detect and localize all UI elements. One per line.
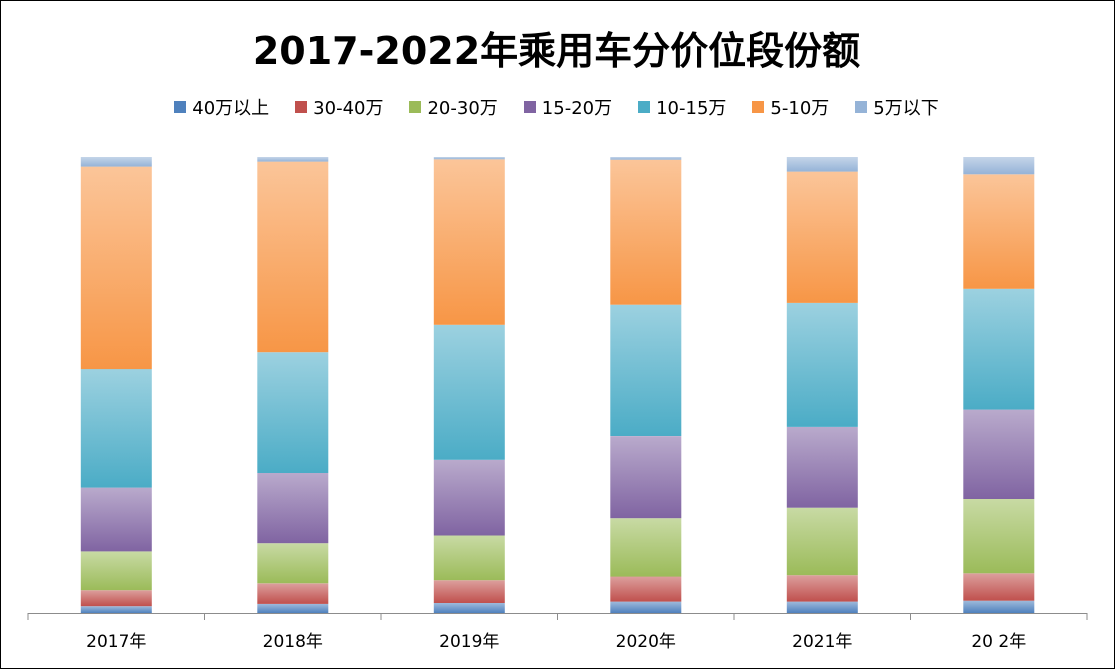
bar-segment [80, 590, 152, 607]
legend-item: 40万以上 [174, 94, 269, 120]
bar-segment [610, 601, 682, 613]
bar-segment [786, 575, 858, 602]
bar-segment [963, 288, 1035, 410]
bar-segment [257, 161, 329, 353]
bar-segment [257, 473, 329, 544]
legend-item: 30-40万 [295, 94, 383, 120]
legend-label: 10-15万 [656, 98, 727, 119]
legend-swatch [855, 101, 868, 113]
x-tick-label: 2018年 [263, 632, 323, 652]
bar-segment [257, 157, 329, 162]
legend-item: 5万以下 [855, 94, 939, 120]
bar-segment [963, 600, 1035, 613]
bar-segment [963, 157, 1035, 175]
bar-segment [257, 583, 329, 604]
chart-legend: 40万以上 30-40万 20-30万 15-20万 10-15万 5-10万 5万以下 [0, 94, 1113, 120]
x-tick-label: 2019年 [439, 632, 499, 652]
legend-swatch [638, 101, 651, 113]
legend-item: 5-10万 [752, 94, 829, 120]
legend-label: 5-10万 [770, 98, 830, 119]
bar-segment [257, 352, 329, 473]
bar-segment [786, 507, 858, 576]
bar-segment [433, 159, 505, 325]
legend-label: 15-20万 [541, 98, 613, 119]
legend-swatch [752, 101, 765, 113]
x-axis: 2017年 2018年 2019年 2020年 2021年 20 2年 [27, 613, 1088, 652]
bar-segment [610, 436, 682, 519]
legend-swatch [523, 101, 536, 113]
legend-label: 30-40万 [313, 98, 384, 119]
bar-segment [433, 459, 505, 536]
x-tick-label: 20 2年 [971, 632, 1026, 652]
bar-segment [80, 606, 152, 613]
bar-segment [433, 580, 505, 603]
legend-swatch [174, 101, 187, 113]
bar-segment [786, 157, 858, 172]
bar-segment [786, 601, 858, 613]
legend-label: 20-30万 [427, 98, 498, 119]
bar-segment [963, 499, 1035, 574]
bar-segment [963, 174, 1035, 289]
bar-segment [786, 302, 858, 427]
x-tick-label: 2020年 [616, 632, 676, 652]
bar-segment [80, 487, 152, 552]
bar-segment [433, 603, 505, 613]
x-tick-label: 2021年 [792, 632, 852, 652]
chart-title: 2017-2022年乘用车分价位段份额 [252, 29, 861, 73]
bar-segment [80, 551, 152, 591]
bar-segment [433, 157, 505, 160]
legend-label: 40万以上 [192, 98, 270, 119]
bar-segment [786, 171, 858, 303]
bars-group [80, 157, 1035, 613]
bar-segment [963, 409, 1035, 499]
legend-swatch [295, 101, 308, 113]
legend-item: 10-15万 [638, 94, 726, 120]
bar-segment [610, 159, 682, 305]
bar-segment [610, 304, 682, 436]
legend-item: 20-30万 [409, 94, 498, 120]
bar-segment [433, 535, 505, 581]
legend-label: 5万以下 [873, 98, 939, 119]
bar-segment [610, 518, 682, 577]
bar-segment [786, 427, 858, 508]
bar-segment [610, 576, 682, 602]
bar-segment [80, 369, 152, 488]
bar-segment [610, 157, 682, 160]
bar-segment [80, 166, 152, 370]
x-tick-label: 2017年 [86, 632, 146, 652]
legend-item: 15-20万 [523, 94, 613, 120]
bar-segment [433, 324, 505, 460]
bar-segment [257, 543, 329, 584]
bar-segment [257, 603, 329, 613]
bar-segment [963, 573, 1035, 601]
legend-swatch [409, 101, 422, 113]
bar-segment [80, 157, 152, 167]
